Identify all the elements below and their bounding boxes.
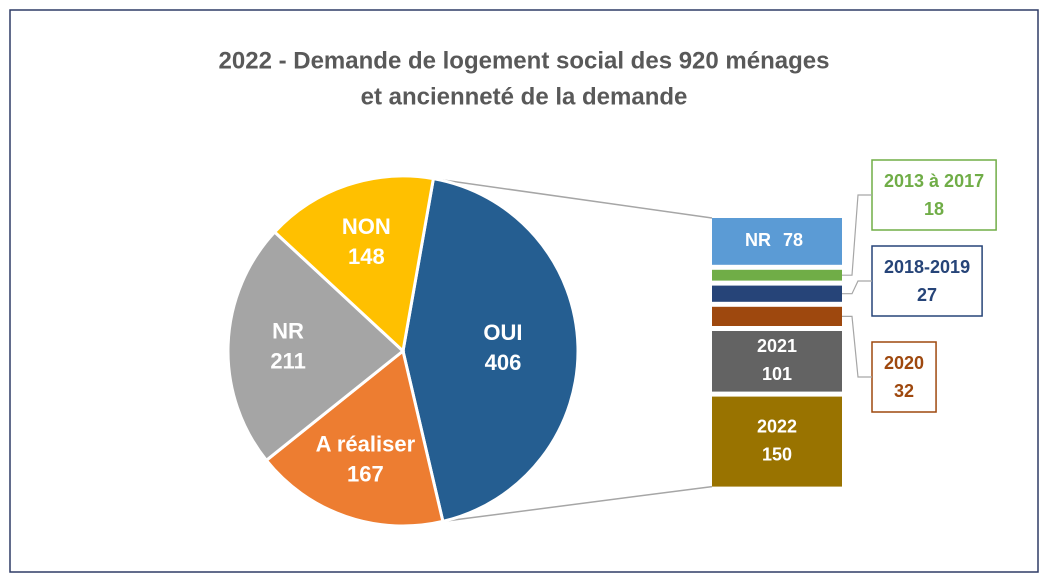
chart-title: et ancienneté de la demande (361, 83, 688, 110)
bar-segment (712, 218, 842, 265)
bar-segment (712, 269, 842, 281)
connector-line (442, 485, 713, 523)
pie-slice (272, 174, 436, 354)
leader-line (842, 194, 872, 276)
callout-label: 2018-2019 (884, 257, 970, 277)
pie-value-label: 148 (348, 244, 385, 269)
callout-box (871, 341, 937, 413)
callout-value-label: 32 (894, 381, 914, 401)
pie-value-label: 406 (485, 350, 522, 375)
pie-label: NON (342, 214, 391, 239)
leader-line (842, 315, 872, 378)
bar-segment (712, 396, 842, 487)
pie-label: OUI (483, 320, 522, 345)
callout-label: 2013 à 2017 (884, 171, 984, 191)
bar-label: NR (745, 230, 771, 250)
pie-slice (401, 176, 580, 524)
callout-value-label: 18 (924, 199, 944, 219)
pie-label: NR (272, 319, 304, 344)
callout-label: 2020 (884, 353, 924, 373)
bar-segment (712, 285, 842, 302)
callout-value-label: 27 (917, 285, 937, 305)
pie-value-label: 167 (347, 461, 384, 486)
bar-label: 2021 (757, 336, 797, 356)
bar-value-label: 150 (762, 444, 792, 464)
leader-line (842, 280, 872, 295)
pie-value-label: 211 (270, 349, 306, 374)
bar-segment (712, 331, 842, 392)
bar-label: 2022 (757, 416, 797, 436)
connector-line (433, 177, 713, 219)
pie-label: A réaliser (316, 431, 416, 456)
callout-box (871, 159, 997, 231)
pie-slice (226, 229, 406, 463)
callout-box (871, 245, 983, 317)
pie-slice (264, 348, 445, 528)
bar-segment (712, 306, 842, 326)
bar-value-label: 78 (783, 230, 803, 250)
bar-value-label: 101 (762, 364, 792, 384)
chart-title: 2022 - Demande de logement social des 92… (219, 47, 830, 74)
